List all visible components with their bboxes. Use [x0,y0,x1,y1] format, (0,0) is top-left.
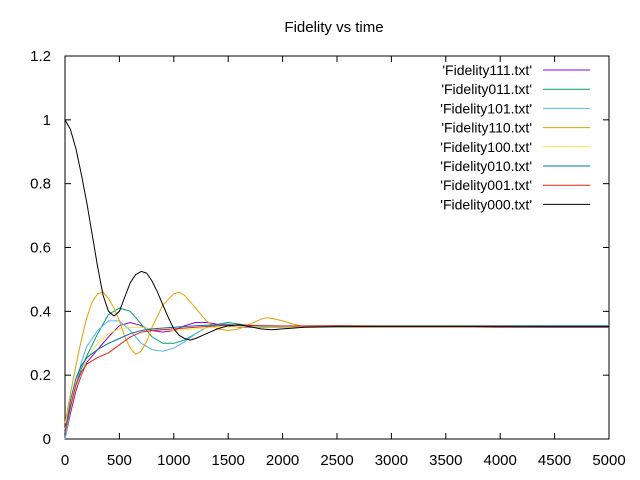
series-lines [64,119,609,440]
legend-label: 'Fidelity100.txt' [440,139,532,155]
legend: 'Fidelity111.txt' 'Fidelity011.txt' 'Fidel… [440,62,590,212]
x-tick-label: 3000 [375,452,408,469]
x-tick-label: 4000 [484,452,517,469]
x-tick-label: 0 [61,452,69,469]
legend-label: 'Fidelity001.txt' [440,177,532,193]
series-line [64,321,609,440]
x-tick-label: 500 [107,452,132,469]
y-tick-label: 0 [43,431,51,448]
series-line [64,291,609,424]
x-tick-label: 2000 [266,452,299,469]
x-tick-label: 1000 [157,452,190,469]
legend-label: 'Fidelity111.txt' [442,62,532,78]
x-tick-label: 3500 [429,452,462,469]
chart-title: Fidelity vs time [284,19,383,36]
axis-ticks: 0 500 1000 1500 2000 2500 3000 3500 4000 4500 5000… [30,48,626,469]
x-tick-label: 5000 [592,452,625,469]
series-line [64,320,609,440]
x-tick-label: 2500 [320,452,353,469]
y-tick-label: 0.2 [30,367,51,384]
legend-label: 'Fidelity011.txt' [441,81,532,97]
x-tick-label: 4500 [538,452,571,469]
y-tick-label: 1 [43,112,51,129]
y-tick-label: 0.6 [30,240,51,257]
y-tick-label: 0.8 [30,176,51,193]
series-line [64,119,609,341]
y-tick-label: 1.2 [30,48,51,65]
legend-label: 'Fidelity101.txt' [440,100,532,116]
legend-label: 'Fidelity010.txt' [440,158,532,174]
y-tick-label: 0.4 [30,303,51,320]
legend-label: 'Fidelity000.txt' [440,196,532,212]
x-tick-label: 1500 [212,452,245,469]
legend-label: 'Fidelity110.txt' [441,120,532,136]
